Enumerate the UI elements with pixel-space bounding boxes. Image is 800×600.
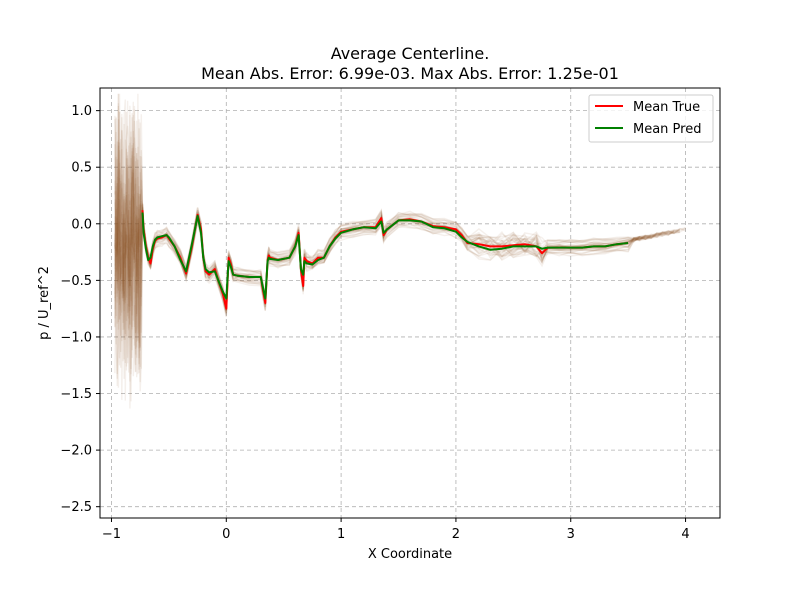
legend-label-mean-true: Mean True: [633, 100, 700, 115]
sample-curve: [114, 141, 675, 359]
x-tick-label: 1: [337, 527, 345, 542]
y-tick-label: −0.5: [60, 274, 92, 289]
x-tick-label: 4: [681, 527, 689, 542]
y-axis-label: p / U_ref^2: [37, 266, 52, 340]
sample-curve: [114, 191, 652, 375]
grid-lines: [100, 88, 720, 518]
sample-curve: [114, 192, 652, 365]
y-axis-ticks: 1.0 0.5 0.0 −0.5 −1.0 −1.5 −2.0 −2.5: [60, 104, 100, 515]
sample-curve: [114, 120, 675, 351]
y-tick-label: 0.5: [71, 161, 92, 176]
legend-label-mean-pred: Mean Pred: [633, 122, 701, 137]
sample-curve: [114, 111, 640, 330]
sample-curve: [114, 115, 686, 372]
x-tick-label: 2: [452, 527, 460, 542]
y-tick-label: −2.5: [60, 500, 92, 515]
x-tick-label: −1: [102, 527, 121, 542]
sample-curve: [114, 193, 652, 364]
mean-series: [141, 210, 629, 310]
x-tick-label: 0: [222, 527, 230, 542]
chart-subtitle: Mean Abs. Error: 6.99e-03. Max Abs. Erro…: [201, 64, 619, 83]
series-line-mean-pred: [141, 212, 629, 300]
x-axis-label: X Coordinate: [368, 547, 452, 562]
chart-title: Average Centerline.: [331, 44, 490, 63]
sample-curve: [114, 114, 686, 359]
y-tick-label: −2.0: [60, 444, 92, 459]
plot-frame: [99, 87, 721, 519]
sample-curve: [114, 103, 658, 367]
sample-curves: [114, 93, 686, 409]
legend: Mean True Mean Pred: [588, 94, 714, 143]
sample-curve: [114, 100, 663, 374]
y-tick-label: −1.0: [60, 330, 92, 345]
sample-curve: [114, 105, 646, 374]
sample-curve: [114, 93, 641, 351]
sample-curve: [114, 99, 646, 370]
sample-curve: [114, 105, 646, 400]
y-tick-label: 1.0: [71, 104, 92, 119]
x-tick-label: 3: [567, 527, 575, 542]
y-tick-label: 0.0: [71, 217, 92, 232]
y-tick-label: −1.5: [60, 387, 92, 402]
x-axis-ticks: −1 0 1 2 3 4: [102, 518, 690, 542]
